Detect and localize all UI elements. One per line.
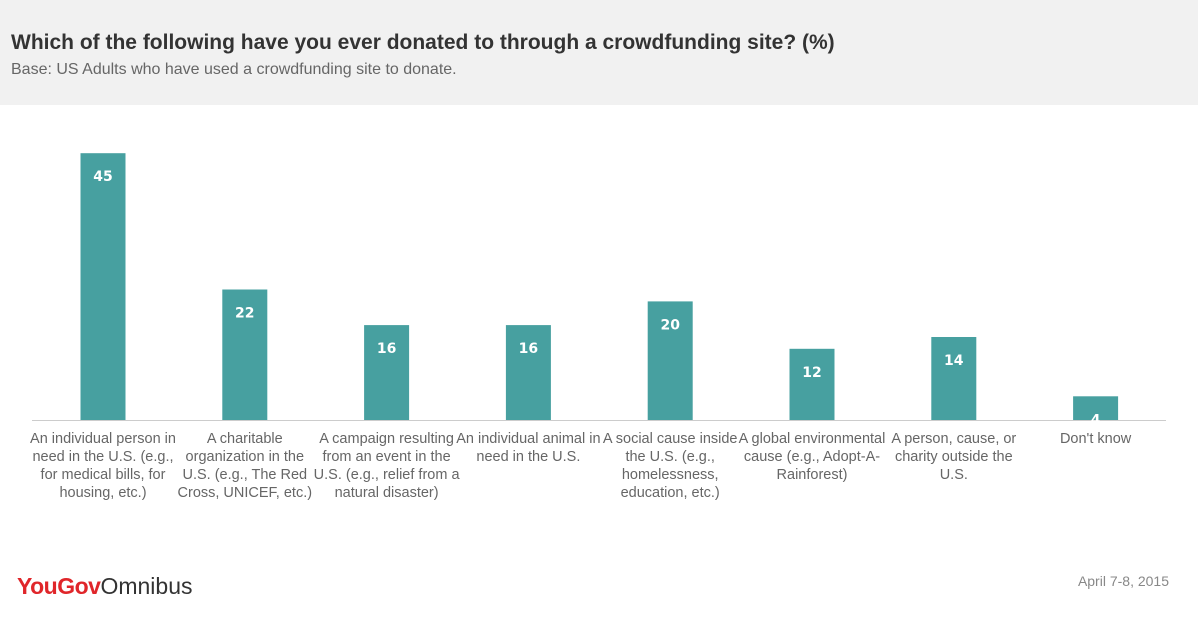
- bar-chart: 45 22 16 16 20 12 14 4: [32, 153, 1166, 425]
- bar-value-label-1: 45: [93, 169, 112, 185]
- bar-2: [222, 289, 268, 420]
- category-label-4: An individual animal in need in the U.S.: [456, 431, 601, 465]
- logo-omnibus-text: Omnibus: [100, 573, 193, 599]
- bar-5: [647, 301, 693, 420]
- category-label-2: A charitable organization in the U.S. (e…: [177, 431, 313, 501]
- survey-date: April 7-8, 2015: [1077, 573, 1169, 589]
- category-label-3: A campaign resulting from an event in th…: [313, 431, 460, 501]
- category-label-5: A social cause inside the U.S. (e.g., ho…: [602, 431, 738, 501]
- bar-8: [1073, 396, 1119, 420]
- bar-3: [364, 325, 410, 420]
- bar-value-label-6: 12: [802, 365, 821, 381]
- bar-6: [789, 348, 835, 420]
- chart-header: Which of the following have you ever don…: [0, 0, 1198, 105]
- bar-value-label-4: 16: [519, 341, 538, 357]
- category-label-1: An individual person in need in the U.S.…: [30, 431, 176, 501]
- bar-value-label-5: 20: [660, 317, 680, 333]
- bar-value-label-3: 16: [377, 341, 396, 357]
- bar-value-label-8: 4: [1091, 412, 1101, 425]
- category-label-7: A person, cause, or charity outside the …: [891, 431, 1017, 483]
- chart-subtitle: Base: US Adults who have used a crowdfun…: [11, 61, 457, 78]
- chart-title: Which of the following have you ever don…: [11, 31, 835, 54]
- bar-4: [505, 325, 551, 420]
- bar-value-label-2: 22: [235, 306, 254, 322]
- bar-value-label-7: 14: [944, 353, 964, 369]
- yougov-omnibus-logo: YouGovOmnibus: [17, 573, 193, 600]
- bar-7: [931, 337, 977, 420]
- bar-1: [80, 153, 126, 420]
- category-label-6: A global environmental cause (e.g., Adop…: [738, 431, 886, 483]
- category-label-8: Don't know: [1059, 431, 1132, 447]
- logo-yougov-text: YouGov: [17, 573, 101, 599]
